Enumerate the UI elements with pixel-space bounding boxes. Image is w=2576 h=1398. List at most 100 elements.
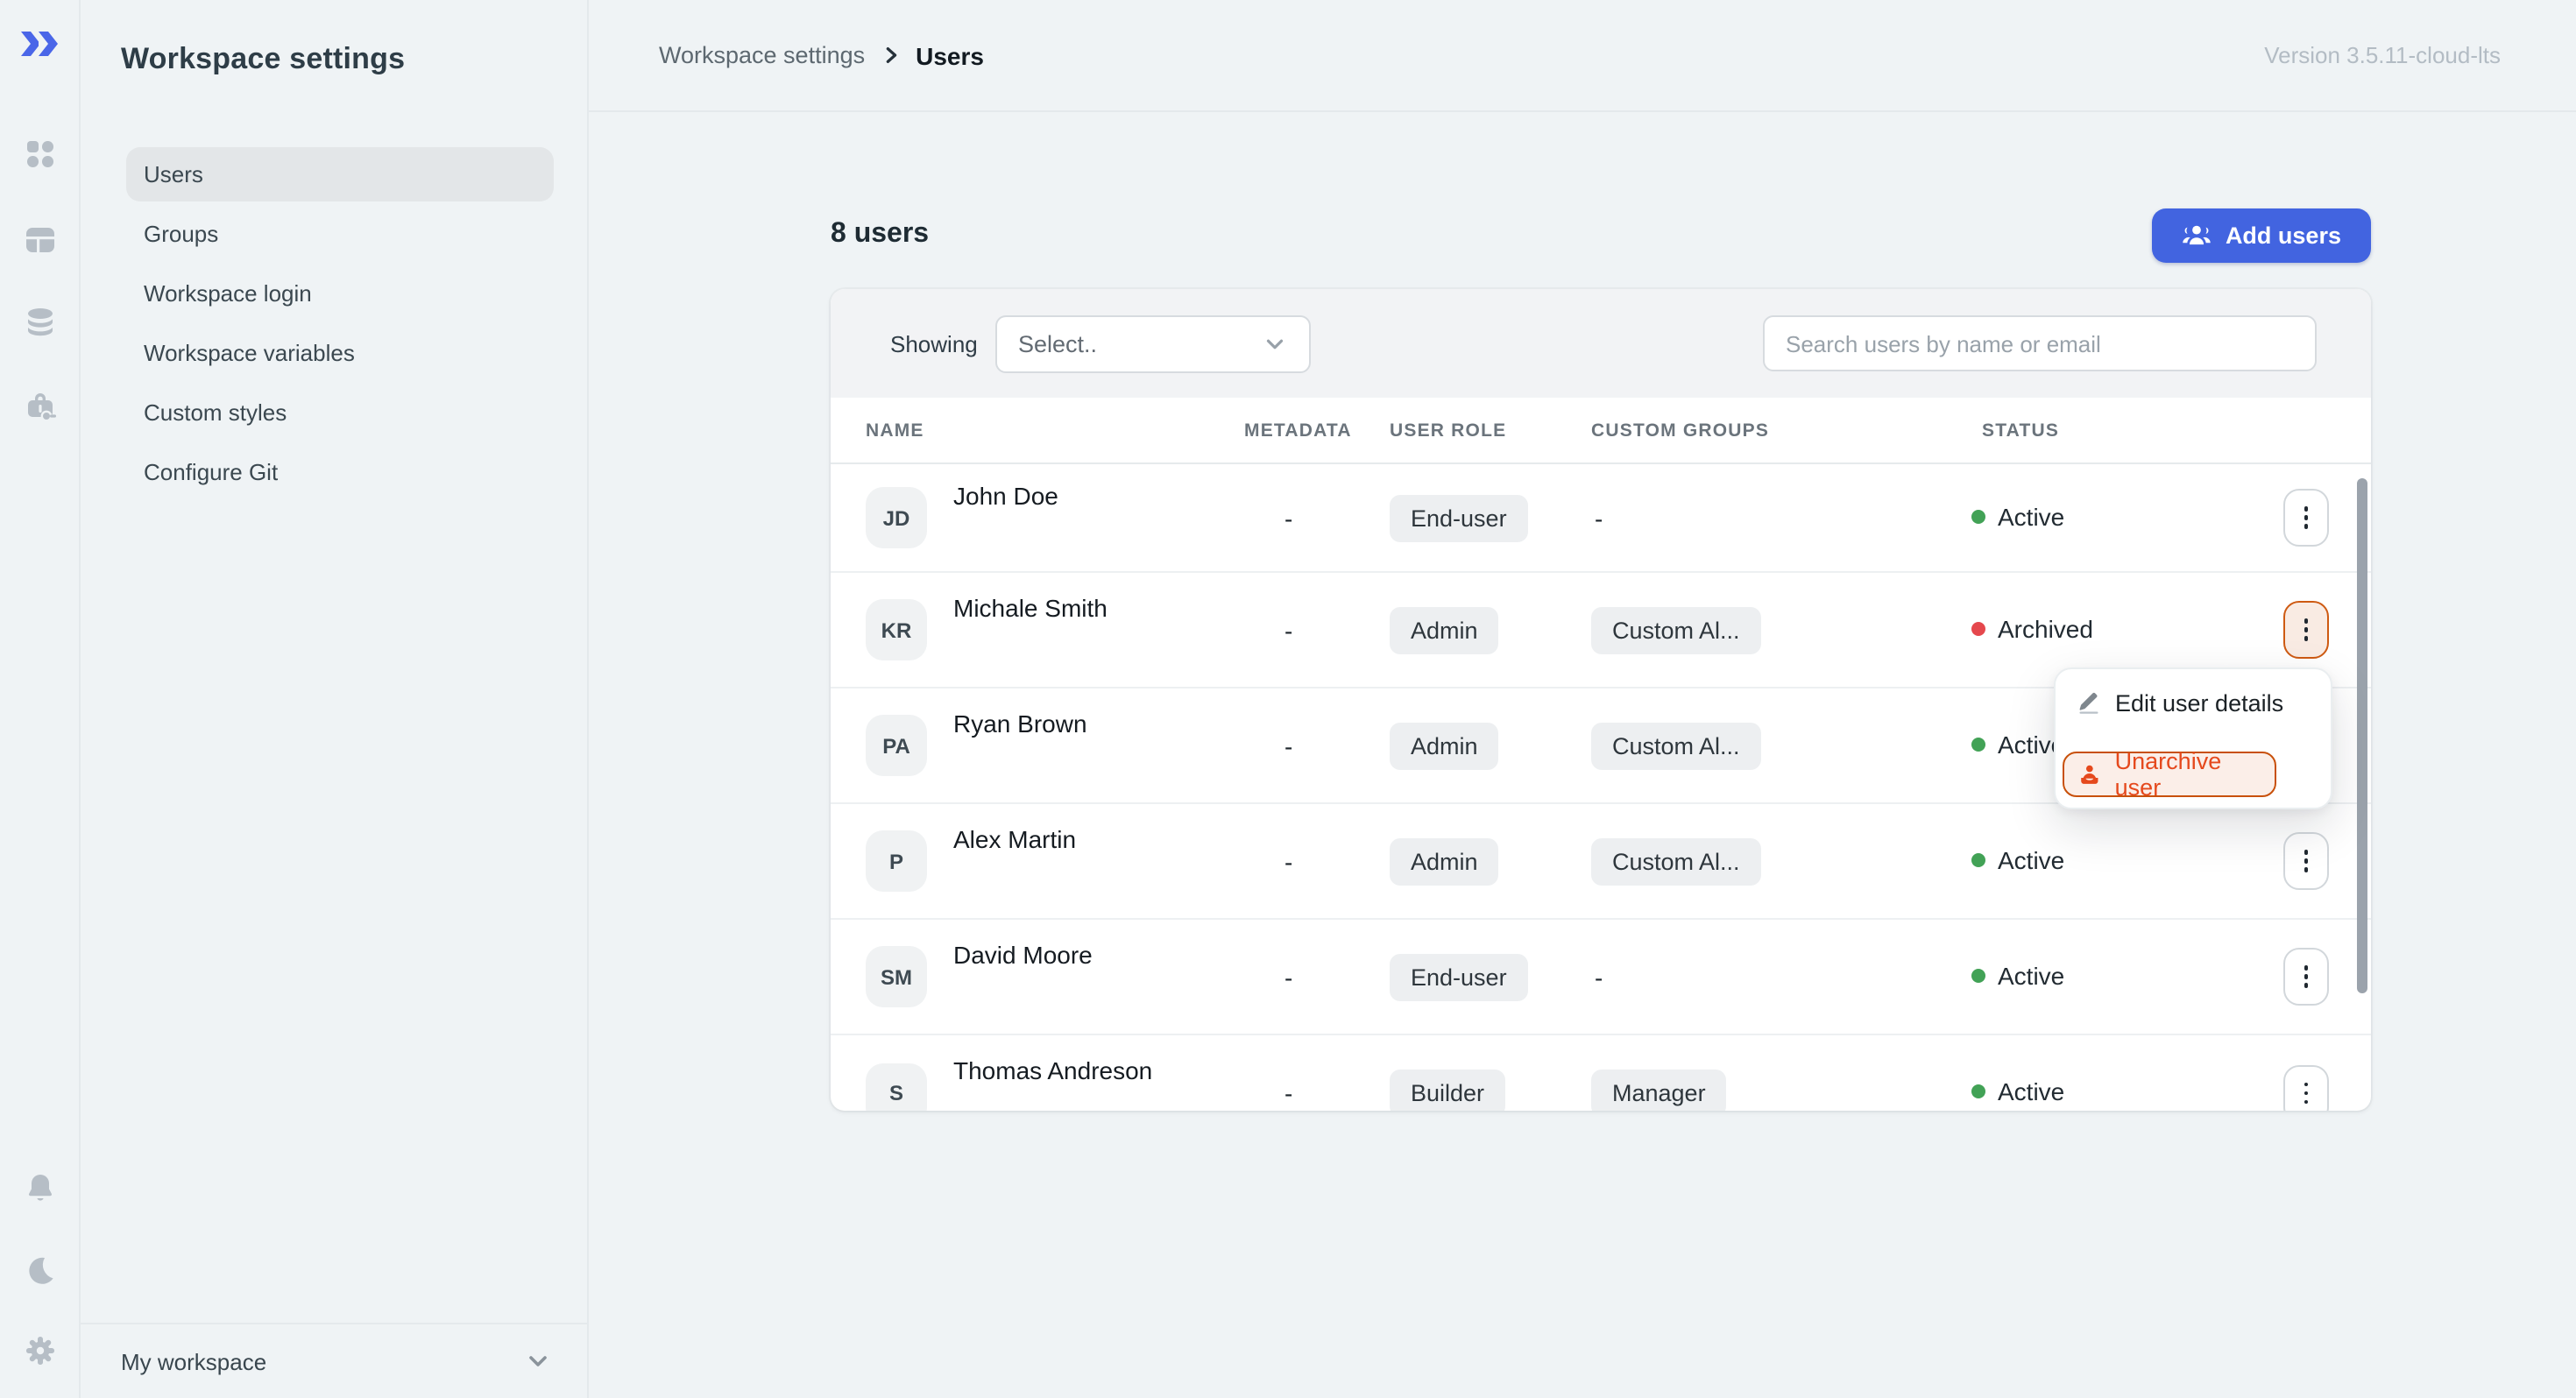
users-filterbar: Showing Select..	[831, 289, 2371, 398]
breadcrumb: Workspace settings Users	[659, 41, 2264, 69]
groups-value: -	[1595, 504, 1603, 532]
notifications-bell-icon[interactable]	[23, 1170, 58, 1205]
table-row-john-doe: JD John Doe - End-user - Active	[831, 464, 2371, 573]
sidebar-item-custom-styles[interactable]: Custom styles	[144, 399, 287, 426]
column-name: NAME	[866, 420, 924, 441]
topbar: Workspace settings Users Version 3.5.11-…	[589, 0, 2576, 112]
row-menu-button[interactable]	[2283, 948, 2329, 1006]
role-badge: End-user	[1390, 494, 1528, 541]
metadata-value: -	[1284, 847, 1293, 875]
avatar: P	[866, 830, 927, 892]
status-badge: Active	[1971, 961, 2064, 989]
main-content: Workspace settings Users Version 3.5.11-…	[589, 0, 2576, 1398]
chevron-down-icon	[529, 1356, 547, 1366]
settings-nav: Users Groups Workspace login Workspace v…	[126, 147, 554, 499]
menu-item-unarchive-user[interactable]: Unarchive user	[2063, 748, 2276, 801]
users-table-body: JD John Doe - End-user - Active KR Micha…	[831, 464, 2371, 1111]
menu-item-edit-user-details[interactable]: Edit user details	[2077, 688, 2283, 717]
row-menu-button[interactable]	[2283, 1064, 2329, 1111]
chevron-down-icon	[1266, 338, 1284, 349]
apps-icon[interactable]	[23, 137, 58, 172]
user-name: Alex Martin	[953, 824, 1077, 852]
table-row-thomas-andreson: S Thomas Andreson - Builder Manager Acti…	[831, 1035, 2371, 1111]
column-status: STATUS	[1982, 420, 2060, 441]
users-count: 8 users	[831, 219, 930, 249]
app-logo-icon[interactable]	[21, 26, 63, 61]
metadata-value: -	[1284, 504, 1293, 532]
users-table-header: NAME METADATA USER ROLE CUSTOM GROUPS ST…	[831, 398, 2371, 464]
dark-mode-moon-icon[interactable]	[23, 1253, 58, 1288]
status-dot-active	[1971, 968, 1985, 982]
role-badge: End-user	[1390, 953, 1528, 1000]
sidebar-item-configure-git[interactable]: Configure Git	[144, 459, 279, 485]
status-filter-value: Select..	[1018, 330, 1098, 357]
user-name: Michale Smith	[953, 593, 1108, 621]
status-badge: Archived	[1971, 614, 2093, 642]
sidebar-item-users[interactable]: Users	[126, 147, 554, 201]
avatar: SM	[866, 946, 927, 1007]
status-dot-archived	[1971, 621, 1985, 635]
status-badge: Active	[1971, 845, 2064, 873]
add-users-button[interactable]: Add users	[2151, 208, 2371, 262]
chevron-right-icon	[885, 47, 896, 63]
users-group-icon	[2183, 224, 2211, 244]
status-dot-active	[1971, 852, 1985, 866]
sidebar-item-groups[interactable]: Groups	[144, 221, 219, 247]
workspace-switcher-label: My workspace	[121, 1348, 267, 1374]
status-badge: Active	[1971, 1077, 2064, 1105]
role-badge: Admin	[1390, 722, 1499, 769]
metadata-value: -	[1284, 616, 1293, 644]
modules-layout-icon[interactable]	[23, 222, 58, 258]
groups-badge: Custom Al...	[1591, 606, 1761, 653]
breadcrumb-users: Users	[916, 41, 984, 69]
row-menu-button-open[interactable]	[2283, 601, 2329, 659]
breadcrumb-workspace-settings[interactable]: Workspace settings	[659, 42, 866, 68]
status-badge: Active	[1971, 730, 2064, 758]
avatar: S	[866, 1063, 927, 1111]
column-custom-groups: CUSTOM GROUPS	[1591, 420, 1770, 441]
sidebar-item-workspace-login[interactable]: Workspace login	[144, 280, 312, 307]
user-name: John Doe	[953, 481, 1058, 509]
user-actions-menu: Edit user details Unarchive user	[2054, 667, 2332, 809]
avatar: PA	[866, 715, 927, 776]
left-rail	[0, 0, 81, 1398]
marketplace-icon[interactable]	[23, 389, 58, 424]
settings-gear-icon[interactable]	[23, 1333, 58, 1368]
groups-badge: Manager	[1591, 1070, 1727, 1111]
table-row-david-moore: SM David Moore - End-user - Active	[831, 920, 2371, 1035]
sidebar-item-workspace-variables[interactable]: Workspace variables	[144, 340, 355, 366]
avatar: JD	[866, 487, 927, 548]
row-menu-button[interactable]	[2283, 489, 2329, 547]
pencil-edit-icon	[2079, 692, 2098, 714]
user-name: David Moore	[953, 940, 1093, 968]
table-row-michale-smith: KR Michale Smith - Admin Custom Al... Ar…	[831, 573, 2371, 688]
status-filter-select[interactable]: Select..	[995, 314, 1311, 372]
status-dot-active	[1971, 1084, 1985, 1098]
status-badge: Active	[1971, 502, 2064, 530]
unarchive-user-icon	[2081, 765, 2098, 784]
column-user-role: USER ROLE	[1390, 420, 1507, 441]
avatar: KR	[866, 599, 927, 660]
workspace-switcher[interactable]: My workspace	[81, 1323, 587, 1398]
metadata-value: -	[1284, 963, 1293, 991]
table-row-alex-martin: P Alex Martin - Admin Custom Al... Activ…	[831, 804, 2371, 920]
groups-badge: Custom Al...	[1591, 722, 1761, 769]
role-badge: Admin	[1390, 837, 1499, 885]
role-badge: Admin	[1390, 606, 1499, 653]
users-card: Showing Select.. NAME METADATA USER ROLE…	[831, 289, 2371, 1111]
role-badge: Builder	[1390, 1070, 1506, 1111]
user-name: Ryan Brown	[953, 709, 1087, 737]
table-scrollbar-thumb[interactable]	[2357, 478, 2367, 993]
version-label: Version 3.5.11-cloud-lts	[2264, 42, 2501, 68]
groups-badge: Custom Al...	[1591, 837, 1761, 885]
metadata-value: -	[1284, 731, 1293, 759]
data-sources-icon[interactable]	[23, 305, 58, 340]
groups-value: -	[1595, 963, 1603, 991]
settings-sidebar: Workspace settings Users Groups Workspac…	[81, 0, 589, 1398]
sidebar-title: Workspace settings	[121, 42, 406, 75]
search-users-input[interactable]	[1763, 315, 2317, 371]
column-metadata: METADATA	[1244, 420, 1352, 441]
page-head: 8 users Add users	[831, 196, 2371, 273]
row-menu-button[interactable]	[2283, 832, 2329, 890]
